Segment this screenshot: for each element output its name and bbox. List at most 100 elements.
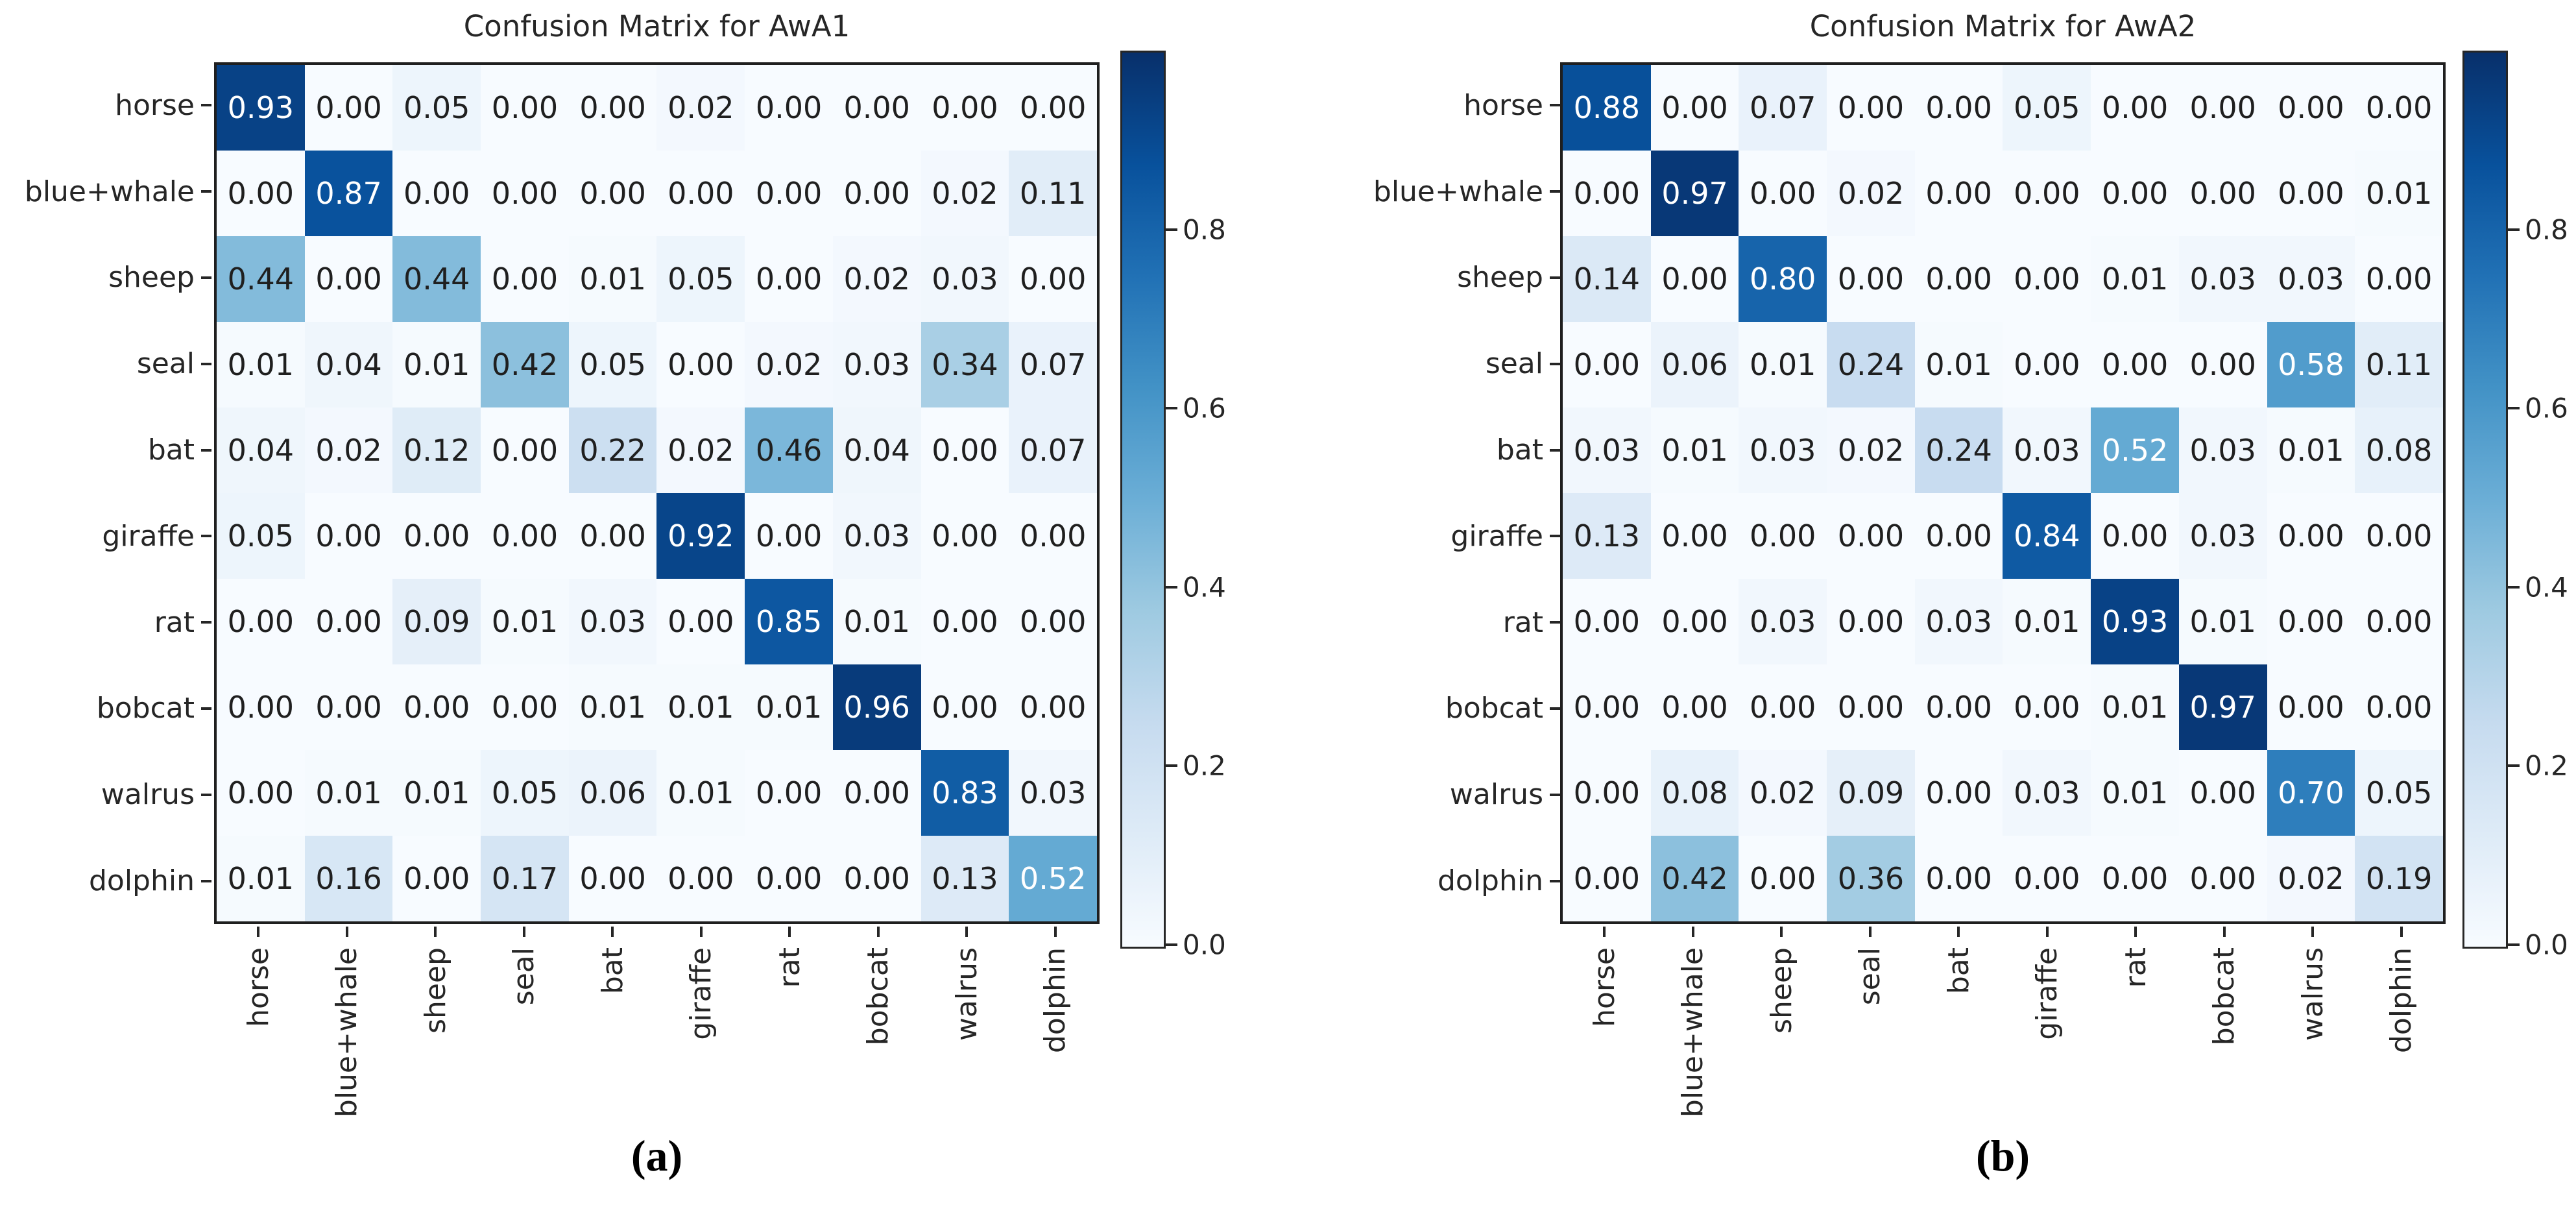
- heatmap-cell: 0.01: [2355, 151, 2443, 236]
- colorbar-tick-mark: [1166, 585, 1177, 589]
- heatmap-cell: 0.01: [2003, 579, 2091, 664]
- x-tick: bat: [568, 927, 657, 1206]
- heatmap-cell: 0.84: [2003, 493, 2091, 579]
- heatmap-cell: 0.00: [1914, 236, 2003, 322]
- x-tick: dolphin: [1011, 927, 1100, 1206]
- x-tick-label: walrus: [2296, 947, 2329, 1041]
- subfigure-caption: (a): [631, 1131, 683, 1180]
- heatmap-cell: 0.00: [745, 236, 833, 322]
- heatmap-cell: 0.00: [568, 493, 657, 579]
- heatmap-cell: 0.00: [1650, 65, 1739, 151]
- heatmap-cell: 0.83: [921, 750, 1009, 836]
- colorbar-tick-label: 0.4: [1183, 571, 1226, 603]
- heatmap-cell: 0.03: [2267, 236, 2355, 322]
- heatmap-cell: 0.00: [568, 151, 657, 236]
- y-tick-mark: [1550, 535, 1560, 538]
- heatmap-cell: 0.05: [2003, 65, 2091, 151]
- y-tick-mark: [201, 793, 211, 796]
- y-tick-label: seal: [1485, 347, 1543, 381]
- x-tick-label: blue+whale: [1676, 947, 1710, 1118]
- heatmap-cell: 0.00: [921, 407, 1009, 493]
- x-tick: sheep: [1737, 927, 1826, 1206]
- heatmap-cell: 0.85: [745, 579, 833, 664]
- heatmap-cell: 0.00: [656, 836, 745, 921]
- heatmap-cell: 0.00: [217, 750, 305, 836]
- x-tick: walrus: [922, 927, 1011, 1206]
- y-tick-mark: [201, 276, 211, 279]
- x-tick-label: giraffe: [2030, 947, 2064, 1040]
- heatmap-cell: 0.00: [2355, 236, 2443, 322]
- colorbar: 0.0 0.2 0.4 0.6 0.8: [1120, 51, 1250, 961]
- heatmap-cell: 0.00: [481, 493, 569, 579]
- heatmap-cell: 0.00: [481, 151, 569, 236]
- x-tick: walrus: [2269, 927, 2357, 1206]
- colorbar-ticks: 0.0 0.2 0.4 0.6 0.8: [2508, 51, 2576, 961]
- colorbar-tick-mark: [2508, 764, 2520, 768]
- x-tick-mark: [2400, 927, 2403, 937]
- heatmap-cell: 0.00: [656, 151, 745, 236]
- colorbar-tick-label: 0.2: [2525, 749, 2568, 782]
- heatmap-cell: 0.00: [481, 65, 569, 151]
- x-tick-label: blue+whale: [330, 947, 364, 1118]
- heatmap-cell: 0.00: [2003, 836, 2091, 921]
- heatmap-cell: 0.44: [217, 236, 305, 322]
- heatmap-cell: 0.34: [921, 322, 1009, 407]
- heatmap-cell: 0.03: [1739, 407, 1827, 493]
- heatmap-cell: 0.01: [304, 750, 393, 836]
- colorbar-tick-mark: [1166, 943, 1177, 946]
- x-tick-mark: [345, 927, 348, 937]
- heatmap-cell: 0.00: [745, 65, 833, 151]
- heatmap-cell: 0.00: [568, 65, 657, 151]
- heatmap-cell: 0.02: [921, 151, 1009, 236]
- heatmap-cell: 0.00: [1739, 664, 1827, 750]
- heatmap-cell: 0.00: [304, 579, 393, 664]
- y-tick: giraffe: [0, 493, 211, 579]
- heatmap-cell: 0.01: [392, 750, 481, 836]
- heatmap-cell: 0.11: [1009, 151, 1097, 236]
- heatmap-cell: 0.00: [1563, 579, 1651, 664]
- x-tick-label: dolphin: [2385, 947, 2418, 1054]
- heatmap-cell: 0.01: [1739, 322, 1827, 407]
- plot-title: Confusion Matrix for AwA1: [463, 9, 850, 43]
- heatmap-cell: 0.09: [392, 579, 481, 664]
- heatmap-cell: 0.00: [1914, 750, 2003, 836]
- x-tick: horse: [1560, 927, 1649, 1206]
- heatmap-cell: 0.00: [1914, 664, 2003, 750]
- heatmap-cell: 0.00: [2091, 322, 2179, 407]
- x-tick-label: rat: [2119, 947, 2152, 988]
- y-tick-label: horse: [1463, 88, 1543, 122]
- heatmap-cell: 0.03: [832, 493, 921, 579]
- colorbar-tick-mark: [2508, 407, 2520, 410]
- heatmap-cell: 0.00: [745, 750, 833, 836]
- heatmap-cell: 0.03: [2178, 236, 2267, 322]
- heatmap-cell: 0.00: [832, 836, 921, 921]
- x-tick-mark: [876, 927, 880, 937]
- heatmap-cell: 0.00: [1009, 579, 1097, 664]
- heatmap-cell: 0.00: [304, 65, 393, 151]
- colorbar-tick-mark: [2508, 585, 2520, 589]
- colorbar-tick-label: 0.8: [1183, 213, 1226, 246]
- heatmap-cell: 0.04: [217, 407, 305, 493]
- x-tick: bobcat: [2180, 927, 2269, 1206]
- heatmap-cell: 0.00: [1009, 664, 1097, 750]
- heatmap-cell: 0.00: [217, 151, 305, 236]
- y-tick-mark: [201, 448, 211, 452]
- x-tick-label: giraffe: [684, 947, 718, 1040]
- heatmap-cell: 0.00: [1650, 664, 1739, 750]
- heatmap-cell: 0.00: [1650, 579, 1739, 664]
- heatmap-cell: 0.00: [304, 664, 393, 750]
- heatmap-cell: 0.01: [656, 750, 745, 836]
- x-tick-mark: [788, 927, 791, 937]
- colorbar-tick-mark: [1166, 764, 1177, 768]
- heatmap-cell: 0.00: [2091, 836, 2179, 921]
- heatmap-cell: 0.19: [2355, 836, 2443, 921]
- y-tick: bat: [0, 407, 211, 493]
- heatmap-cell: 0.03: [2178, 407, 2267, 493]
- heatmap-cell: 0.00: [2091, 151, 2179, 236]
- heatmap-cell: 0.00: [832, 151, 921, 236]
- heatmap-cell: 0.13: [921, 836, 1009, 921]
- heatmap-cell: 0.97: [1650, 151, 1739, 236]
- heatmap-cell: 0.00: [392, 664, 481, 750]
- x-tick: giraffe: [657, 927, 746, 1206]
- heatmap-cell: 0.00: [1563, 322, 1651, 407]
